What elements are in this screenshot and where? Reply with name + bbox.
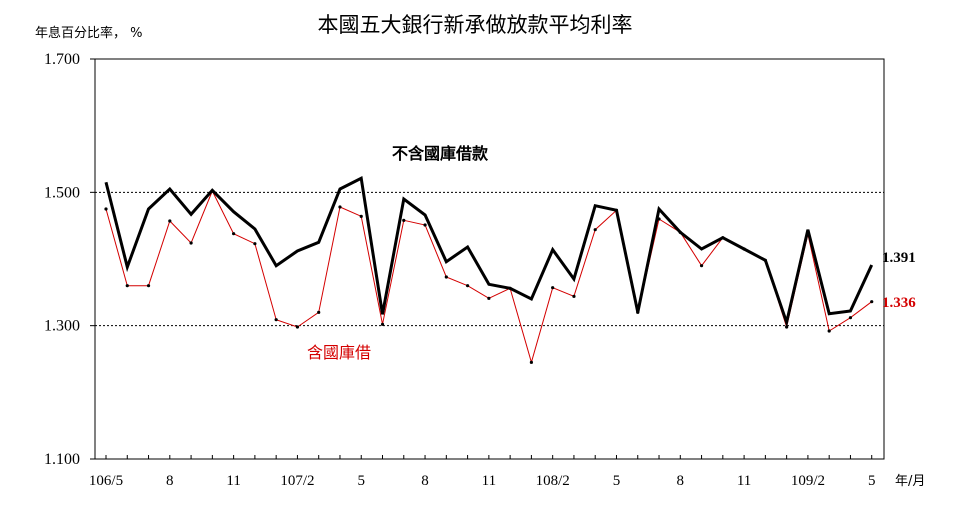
gridlines [95,191,884,327]
data-point-including-treasury [593,228,597,232]
data-point-including-treasury [146,284,151,288]
data-point-including-treasury [870,300,874,304]
data-point-including-treasury [699,264,704,268]
chart-title: 本國五大銀行新承做放款平均利率 [318,13,633,37]
x-axis-ticks: 106/5 8 11 107/2 5 8 11 108/2 5 8 11 109/2 5 [89,455,876,489]
series-line-excluding-treasury [104,176,874,328]
data-point-including-treasury [827,329,831,333]
series-including-treasury [104,189,874,365]
data-point-including-treasury [317,310,321,314]
data-point-including-treasury [572,294,576,298]
x-axis-unit-label: 年/月 [895,474,925,489]
x-tick-label: 5 [868,473,876,489]
x-tick-label: 8 [421,473,429,489]
data-point-including-treasury [529,360,534,364]
series-layer [104,176,874,365]
data-point-including-treasury [848,316,853,320]
data-point-including-treasury [402,218,406,222]
series-excluding-treasury [104,176,874,328]
plot-area-frame [94,58,885,460]
data-point-including-treasury [274,318,278,322]
x-tick-label: 11 [737,473,751,489]
data-point-including-treasury [380,322,385,326]
data-point-including-treasury [423,223,427,227]
data-point-including-treasury [189,241,193,245]
end-label-including-treasury: 1.336 [882,295,916,311]
x-tick-label: 109/2 [791,473,825,489]
end-label-excluding-treasury: 1.391 [882,250,916,266]
data-point-including-treasury [232,232,236,236]
data-point-including-treasury [487,296,491,300]
x-tick-label: 8 [166,473,174,489]
x-tick-label: 106/5 [89,473,123,489]
x-tick-label: 108/2 [536,473,570,489]
x-tick-label: 5 [357,473,365,489]
x-tick-label: 107/2 [280,473,314,489]
x-tick-label: 11 [226,473,240,489]
y-tick-label: 1.500 [44,184,80,201]
data-point-including-treasury [359,214,363,218]
data-point-including-treasury [551,286,555,290]
y-tick-label: 1.300 [44,318,80,335]
data-point-including-treasury [253,242,257,246]
x-tick-label: 11 [482,473,496,489]
series-label-including-treasury: 含國庫借 [307,343,371,362]
x-tick-label: 5 [613,473,621,489]
data-point-including-treasury [168,219,172,223]
series-label-excluding-treasury: 不含國庫借款 [392,144,489,163]
data-point-including-treasury [104,207,108,211]
data-point-including-treasury [295,325,300,329]
y-tick-label: 1.100 [44,451,80,468]
series-line-including-treasury [105,189,873,365]
y-axis-unit-label: 年息百分比率， % [35,25,143,41]
y-tick-label: 1.700 [44,51,80,68]
x-tick-label: 8 [677,473,685,489]
data-point-including-treasury [338,205,342,209]
data-point-including-treasury [444,275,448,279]
data-point-including-treasury [125,284,129,288]
data-point-including-treasury [465,284,470,288]
y-axis-ticks: 1.700 1.500 1.300 1.100 [44,51,95,468]
